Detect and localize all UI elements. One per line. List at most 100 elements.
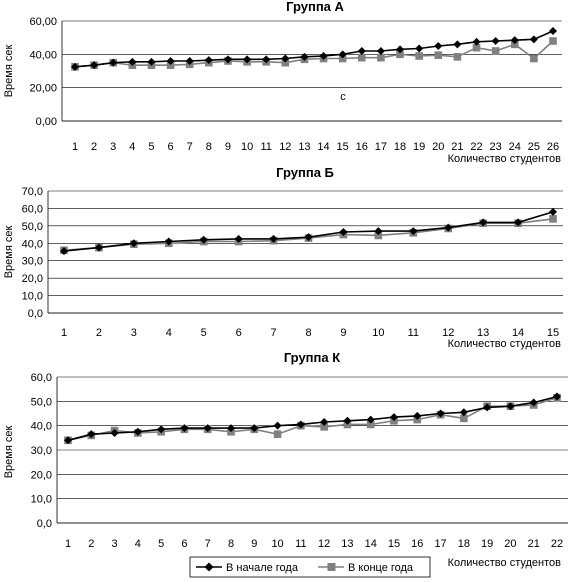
x-tick-label: 12 [279,141,291,153]
chart-2: 0,010,020,030,040,050,060,070,01 2 3 4 5 6 7 8 9… [3,165,563,350]
data-point [453,40,462,49]
y-tick-label: 40,0 [22,238,43,250]
x-tick-label: 6 [168,141,174,153]
x-tick-label: 11 [260,141,271,153]
x-tick-label: 9 [225,141,231,153]
x-tick-label: 17 [434,538,446,550]
data-point [549,215,557,223]
x-tick-label: 12 [442,327,454,339]
y-tick-label: 30,0 [31,445,52,457]
data-point [234,234,243,243]
data-point [374,231,383,240]
data-point [483,403,492,412]
data-point [180,424,189,433]
x-tick-label: 1 [72,141,78,153]
x-tick-label: 20 [504,538,516,550]
y-tick-label: 30,0 [22,256,43,268]
data-point [510,40,519,49]
data-point [444,223,453,232]
x-tick-label: 20 [432,141,444,153]
series-begin-of-year [71,27,557,71]
data-point [434,42,443,50]
x-tick-label: 11 [295,538,306,550]
legend-box [189,556,431,578]
x-tick-label: 8 [305,327,311,339]
x-tick-label: 8 [206,141,212,153]
data-point [491,37,500,45]
y-tick-label: 40,00 [29,49,57,61]
series-begin-of-year [64,392,561,445]
data-point [147,57,156,66]
legend-marker-begin [204,562,214,572]
data-point [273,421,282,430]
y-tick-label: 50,0 [22,221,43,233]
data-point [320,423,328,431]
data-point [128,57,137,66]
chart-annotation: с [340,91,346,103]
data-point [250,424,259,433]
x-tick-label: 9 [251,538,257,550]
x-tick-label: 4 [129,141,135,153]
x-tick-label: 11 [408,327,419,339]
x-tick-label: 13 [341,538,353,550]
x-tick-label: 10 [372,327,384,339]
x-axis-title: Количество студентов [448,153,562,165]
data-point [262,55,271,64]
legend-label-begin: В начале года [226,562,299,574]
x-tick-label: 14 [512,327,524,339]
data-point [409,227,418,236]
y-tick-label: 0,00 [36,116,57,128]
y-axis-title: Время сек [3,45,15,98]
data-point [90,61,99,70]
x-tick-label: 15 [337,141,349,153]
data-point [319,52,328,60]
data-point [514,218,523,227]
x-tick-label: 24 [509,141,521,153]
data-point [304,233,313,242]
x-tick-label: 15 [388,538,400,550]
data-point [415,44,424,53]
data-point [338,50,347,59]
x-tick-label: 13 [477,327,489,339]
x-tick-label: 4 [166,327,172,339]
data-point [109,58,118,67]
series-line [74,40,554,68]
data-point [549,27,557,35]
data-point [203,424,212,433]
data-point [357,47,366,55]
data-point [300,52,309,61]
data-point [133,427,142,436]
data-point [549,207,557,216]
data-point [434,51,443,59]
x-axis-title: Количество студентов [448,557,562,569]
x-tick-label: 25 [528,141,540,153]
x-tick-label: 6 [236,327,242,339]
legend: В начале года В конце года [189,556,431,578]
y-tick-label: 20,00 [29,83,57,95]
data-point [529,35,538,44]
data-point [129,239,138,248]
series-line [67,396,558,442]
chart-title: Группа К [284,350,340,365]
x-tick-label: 13 [298,141,310,153]
x-axis-title: Количество студентов [448,338,562,350]
chart-title: Группа Б [276,165,334,180]
data-point [343,416,352,425]
x-tick-label: 22 [551,538,563,550]
x-tick-label: 2 [88,538,94,550]
data-point [281,54,290,63]
y-tick-label: 0,0 [28,308,43,320]
data-point [338,54,347,63]
x-tick-label: 8 [228,538,234,550]
chart-3: 0,010,020,030,040,050,060,01 2 3 4 5 6 7 8 9 10 11… [3,350,568,569]
x-tick-label: 7 [271,327,277,339]
y-tick-label: 0,0 [37,518,52,530]
data-point [377,53,385,62]
x-tick-label: 5 [148,141,154,153]
y-tick-label: 60,0 [22,203,43,215]
legend-label-end: В конце года [348,562,414,574]
x-tick-label: 23 [490,141,502,153]
data-point [71,62,79,71]
data-point [166,57,175,65]
